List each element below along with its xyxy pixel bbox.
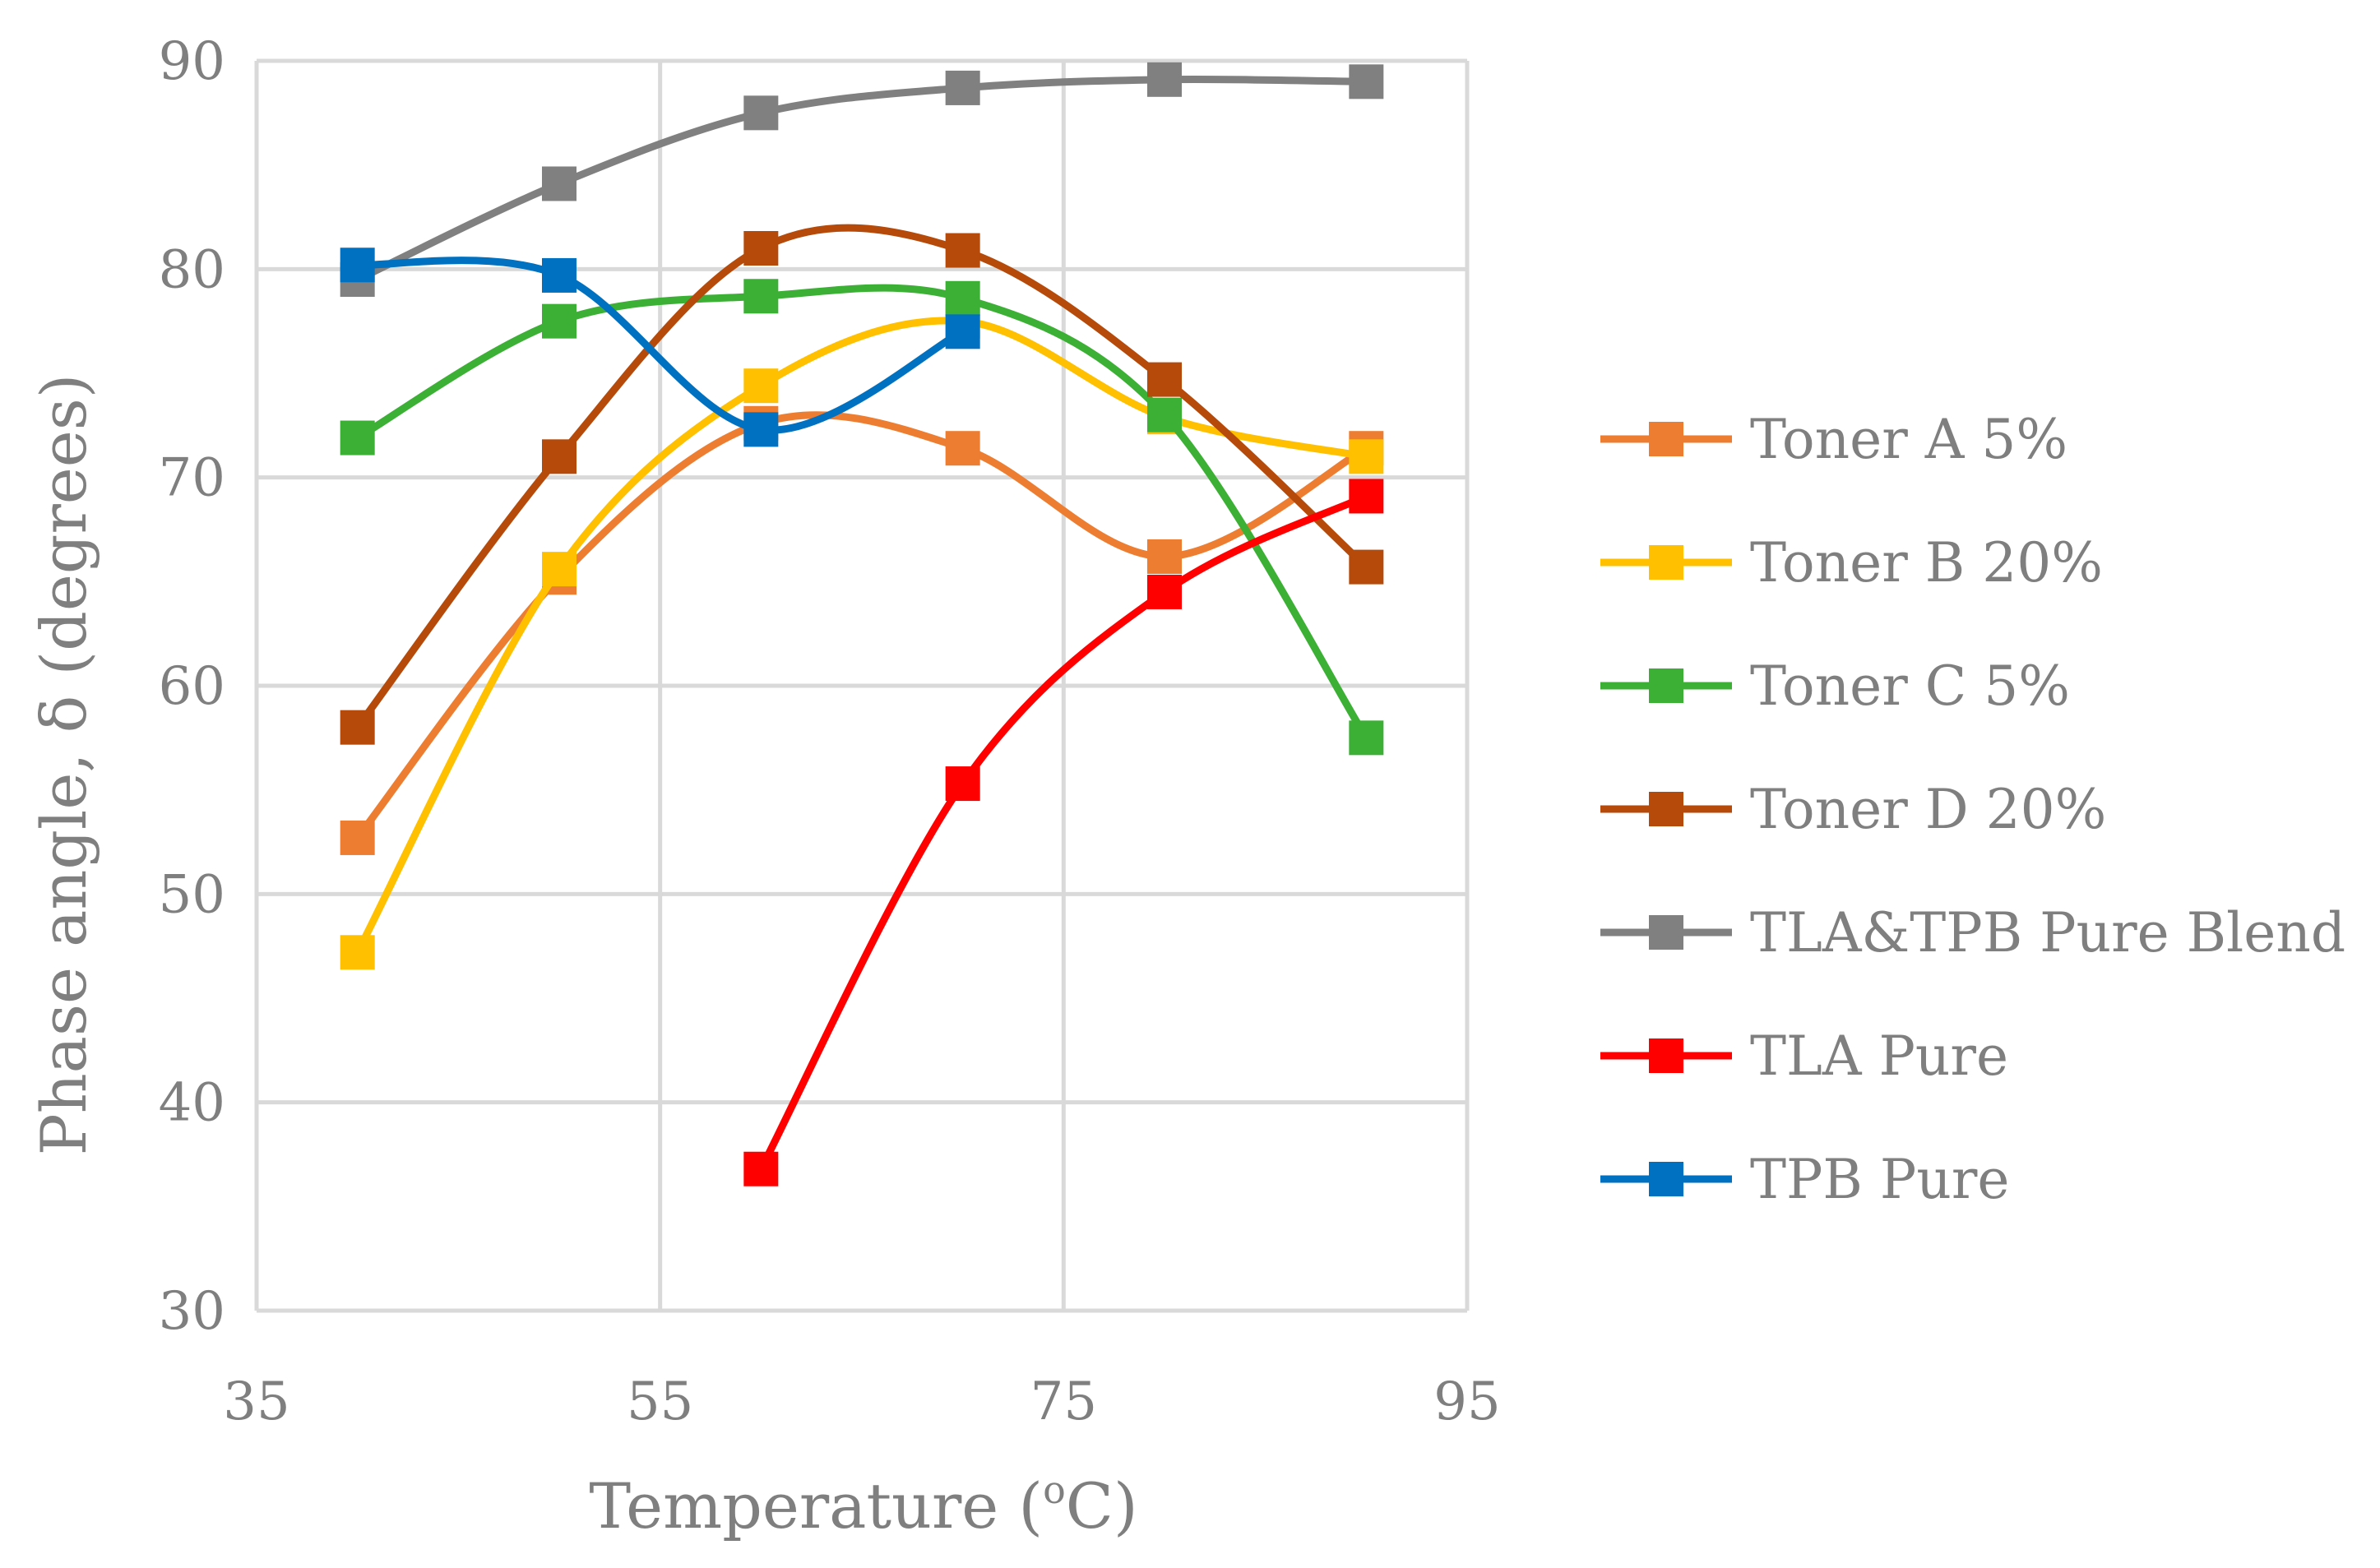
legend-item-tpb-pure[interactable]: TPB Pure — [1600, 1148, 2009, 1211]
y-axis-title: Phase angle, δ (degrees) — [27, 374, 100, 1156]
series-line-tla-tpb-pure-blend — [354, 76, 1370, 284]
legend-swatch-marker — [1649, 422, 1683, 456]
data-point-toner-b-20-50[interactable] — [542, 552, 576, 587]
legend-label: Toner C 5% — [1750, 654, 2070, 718]
series-group — [340, 62, 1384, 1186]
series-line-toner-a-5 — [354, 411, 1370, 842]
x-tick-label-55: 55 — [627, 1371, 693, 1432]
legend-label: Toner D 20% — [1750, 778, 2106, 841]
data-point-toner-c-5-60[interactable] — [743, 279, 779, 314]
legend-label: TLA&TPB Pure Blend — [1750, 901, 2345, 964]
legend-item-toner-a-5[interactable]: Toner A 5% — [1600, 408, 2067, 471]
series-line-tla-pure — [757, 492, 1370, 1173]
legend-swatch-marker — [1649, 1038, 1683, 1073]
data-point-tla-pure-90[interactable] — [1349, 479, 1384, 514]
x-tick-label-95: 95 — [1433, 1371, 1500, 1432]
data-point-tpb-pure-50[interactable] — [542, 257, 576, 293]
axes: 30 40 50 60 70 80 90 35 55 75 95 — [159, 31, 1501, 1432]
x-tick-label-35: 35 — [223, 1371, 289, 1432]
x-axis-title: Temperature (oC) — [589, 1468, 1137, 1543]
y-tick-label-30: 30 — [159, 1281, 225, 1342]
data-point-tpb-pure-60[interactable] — [743, 412, 779, 447]
data-point-tla-tpb-pure-blend-90[interactable] — [1349, 64, 1384, 99]
legend-label: Toner A 5% — [1750, 408, 2067, 471]
y-tick-label-70: 70 — [159, 448, 225, 509]
series-toner-a-5 — [340, 405, 1384, 855]
series-line-tpb-pure — [354, 257, 967, 434]
data-point-toner-c-5-70[interactable] — [945, 280, 980, 316]
legend-item-tla-tpb-pure-blend[interactable]: TLA&TPB Pure Blend — [1600, 901, 2345, 964]
legend-label: TPB Pure — [1750, 1148, 2009, 1211]
data-point-tla-pure-60[interactable] — [743, 1151, 779, 1186]
data-point-toner-d-20-50[interactable] — [542, 439, 576, 474]
y-tick-label-60: 60 — [159, 656, 225, 717]
data-point-toner-b-20-60[interactable] — [743, 368, 779, 404]
data-point-tla-pure-80[interactable] — [1147, 575, 1182, 609]
data-point-tla-pure-70[interactable] — [945, 766, 980, 802]
y-tick-label-90: 90 — [159, 31, 225, 92]
data-point-toner-d-20-70[interactable] — [945, 233, 980, 268]
legend-item-toner-b-20[interactable]: Toner B 20% — [1600, 531, 2103, 594]
y-tick-label-40: 40 — [159, 1073, 225, 1134]
data-point-tla-tpb-pure-blend-80[interactable] — [1147, 62, 1182, 97]
series-toner-b-20 — [340, 303, 1384, 970]
series-line-toner-c-5 — [354, 284, 1370, 742]
series-tpb-pure — [340, 247, 980, 447]
legend-swatch-marker — [1649, 668, 1683, 703]
x-tick-label-75: 75 — [1030, 1371, 1097, 1432]
data-point-tpb-pure-70[interactable] — [945, 314, 980, 349]
y-tick-label-50: 50 — [159, 864, 225, 925]
data-point-toner-d-20-90[interactable] — [1349, 549, 1384, 585]
data-point-toner-d-20-40[interactable] — [340, 710, 375, 745]
legend-swatch-marker — [1649, 792, 1683, 826]
data-point-toner-b-20-90[interactable] — [1349, 439, 1384, 474]
data-point-toner-c-5-40[interactable] — [340, 420, 375, 456]
legend-item-toner-c-5[interactable]: Toner C 5% — [1600, 654, 2070, 718]
data-point-toner-d-20-80[interactable] — [1147, 362, 1182, 397]
data-point-toner-c-5-90[interactable] — [1349, 720, 1384, 756]
legend-swatch-marker — [1649, 1162, 1683, 1196]
data-point-tla-tpb-pure-blend-60[interactable] — [743, 95, 779, 131]
series-toner-d-20 — [340, 224, 1384, 745]
legend-item-tla-pure[interactable]: TLA Pure — [1600, 1025, 2008, 1088]
legend-swatch-marker — [1649, 915, 1683, 950]
data-point-toner-a-5-40[interactable] — [340, 820, 375, 855]
legend[interactable]: Toner A 5% Toner B 20% Toner C 5% Toner D 2… — [1600, 408, 2345, 1211]
legend-label: Toner B 20% — [1750, 531, 2103, 594]
gridlines — [254, 58, 1470, 1313]
data-point-toner-d-20-60[interactable] — [743, 231, 779, 266]
y-tick-label-80: 80 — [159, 239, 225, 300]
data-point-toner-a-5-80[interactable] — [1147, 539, 1182, 574]
legend-label: TLA Pure — [1750, 1025, 2008, 1088]
data-point-toner-b-20-40[interactable] — [340, 935, 375, 970]
data-point-tla-tpb-pure-blend-50[interactable] — [542, 166, 576, 201]
data-point-toner-c-5-50[interactable] — [542, 303, 576, 339]
series-line-toner-d-20 — [354, 224, 1370, 732]
legend-swatch-marker — [1649, 545, 1683, 580]
legend-item-toner-d-20[interactable]: Toner D 20% — [1600, 778, 2106, 841]
data-point-toner-c-5-80[interactable] — [1147, 397, 1182, 432]
series-toner-c-5 — [340, 279, 1384, 756]
data-point-tla-tpb-pure-blend-70[interactable] — [945, 70, 980, 105]
series-tla-pure — [743, 479, 1384, 1186]
data-point-toner-a-5-70[interactable] — [945, 431, 980, 466]
data-point-tpb-pure-40[interactable] — [340, 247, 375, 283]
